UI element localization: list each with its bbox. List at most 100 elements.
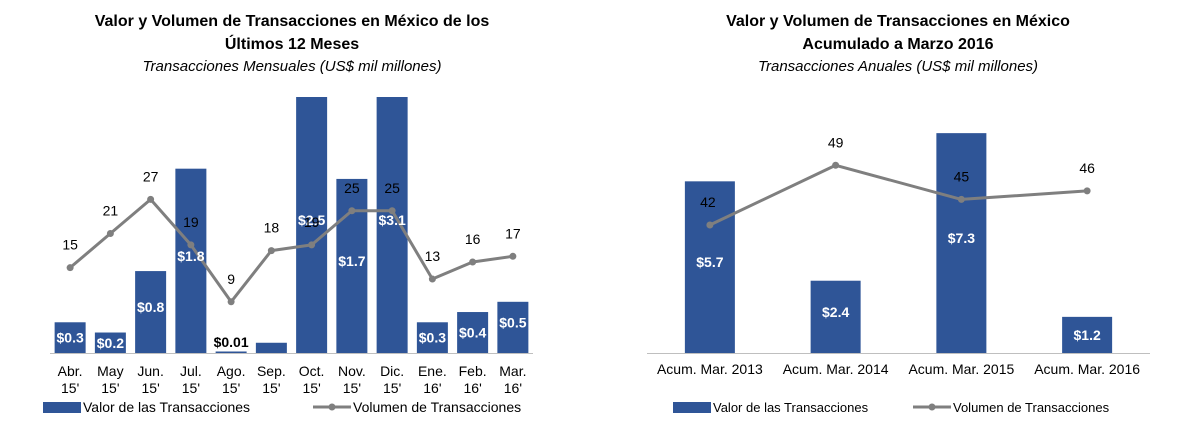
- x-tick-label: Ene.: [418, 363, 447, 379]
- bar-value-label: $2.4: [822, 304, 849, 320]
- x-tick-label-line2: 15': [262, 380, 280, 396]
- bar: [94, 332, 126, 353]
- bar-value-label: $0.01: [214, 334, 249, 350]
- line-value-label: 17: [505, 225, 521, 241]
- chart-title-line1: Valor y Volumen de Transacciones en Méxi…: [726, 13, 1070, 30]
- bar: [936, 133, 987, 353]
- line-point: [66, 264, 74, 272]
- legend-bar-swatch: [43, 402, 81, 413]
- x-tick-label: Mar.: [499, 363, 526, 379]
- bar: [296, 97, 328, 353]
- x-tick-label: Feb.: [459, 363, 487, 379]
- x-tick-label-line2: 15': [101, 380, 119, 396]
- line-value-label: 27: [143, 168, 159, 184]
- bar: [497, 301, 529, 353]
- bar: [810, 280, 861, 353]
- line-point: [832, 161, 840, 169]
- line-point: [227, 298, 235, 306]
- line-point: [267, 247, 275, 255]
- bar: [416, 322, 448, 353]
- line-value-label: 25: [384, 180, 400, 196]
- bar-value-label: $5.7: [696, 254, 723, 270]
- line-value-label: 21: [103, 203, 119, 219]
- bar-value-label: $0.5: [499, 314, 526, 330]
- line-value-label: 25: [344, 180, 360, 196]
- bar: [255, 342, 287, 353]
- bar: [135, 271, 167, 353]
- line-point: [147, 195, 155, 203]
- line-value-label: 46: [1079, 160, 1095, 176]
- x-tick-label: Acum. Mar. 2014: [783, 361, 889, 377]
- bar: [1062, 316, 1113, 353]
- volume-line: [69, 197, 514, 304]
- line-value-label: 18: [264, 220, 280, 236]
- bar-value-label: $1.8: [177, 248, 204, 264]
- annual-transactions-chart: Valor y Volumen de Transacciones en Méxi…: [647, 13, 1150, 415]
- chart-title-line2: Acumulado a Marzo 2016: [802, 36, 993, 53]
- x-tick-label: Nov.: [338, 363, 366, 379]
- line-value-label: 16: [465, 231, 481, 247]
- legend-bar-label: Valor de las Transacciones: [83, 399, 250, 415]
- line-value-label: 19: [304, 214, 320, 230]
- line-value-label: 49: [828, 134, 844, 150]
- x-tick-label-line2: 15': [303, 380, 321, 396]
- legend-line-marker: [328, 403, 336, 411]
- line-value-label: 19: [183, 214, 199, 230]
- x-tick-label-line2: 16': [423, 380, 441, 396]
- line-point: [187, 241, 195, 249]
- x-tick-label: Ago.: [217, 363, 246, 379]
- bar-value-label: $7.3: [948, 230, 975, 246]
- line-point: [308, 241, 316, 249]
- x-tick-label: Jun.: [137, 363, 163, 379]
- line-point: [469, 258, 477, 266]
- x-tick-label-line2: 15': [61, 380, 79, 396]
- bar-value-label: $0.1: [258, 328, 285, 344]
- x-tick-label-line2: 15': [343, 380, 361, 396]
- line-value-label: 45: [954, 168, 970, 184]
- x-tick-label: Dic.: [380, 363, 404, 379]
- legend-bar-swatch: [673, 402, 711, 413]
- line-value-label: 42: [700, 194, 716, 210]
- bar-value-label: $0.2: [97, 335, 124, 351]
- line-value-label: 9: [227, 271, 235, 287]
- chart-title-line1: Valor y Volumen de Transacciones en Méxi…: [95, 13, 490, 30]
- x-tick-label-line2: 15': [182, 380, 200, 396]
- bar: [457, 312, 489, 353]
- x-tick-label-line2: 16': [504, 380, 522, 396]
- line-point: [428, 275, 436, 283]
- bar-value-label: $0.3: [419, 330, 446, 346]
- monthly-transactions-chart: Valor y Volumen de Transacciones en Méxi…: [43, 13, 533, 415]
- x-tick-label: Sep.: [257, 363, 286, 379]
- line-point: [509, 252, 517, 260]
- line-point: [957, 195, 965, 203]
- line-point: [706, 221, 714, 229]
- legend-line-label: Volumen de Transacciones: [353, 399, 521, 415]
- bar-value-label: $2.5: [298, 212, 325, 228]
- line-point: [106, 230, 114, 238]
- legend-line-label: Volumen de Transacciones: [953, 400, 1110, 415]
- bar-value-label: $3.1: [379, 212, 406, 228]
- bar-value-label: $1.2: [1074, 327, 1101, 343]
- x-tick-label: Abr.: [58, 363, 83, 379]
- x-tick-label: Acum. Mar. 2015: [908, 361, 1014, 377]
- plot-area: $5.7 $2.4 $7.3 $1.2 42 49 45 46 Acum. Mar. 2013 A…: [647, 133, 1150, 377]
- bar-value-label: $1.7: [338, 253, 365, 269]
- x-tick-label-line2: 15': [383, 380, 401, 396]
- x-tick-label-line2: 16': [464, 380, 482, 396]
- legend: Valor de las Transacciones Volumen de Tr…: [43, 399, 521, 415]
- x-tick-label-line2: 15': [142, 380, 160, 396]
- bar: [215, 351, 247, 353]
- bar: [376, 97, 408, 353]
- bar-value-label: $0.3: [57, 330, 84, 346]
- x-tick-label: Jul.: [180, 363, 202, 379]
- line-value-label: 13: [425, 248, 441, 264]
- x-tick-label: May: [97, 363, 123, 379]
- line-point: [348, 207, 356, 215]
- legend-bar-label: Valor de las Transacciones: [713, 400, 869, 415]
- legend-line-marker: [928, 403, 936, 411]
- bar-value-label: $0.4: [459, 325, 486, 341]
- volume-line: [709, 163, 1088, 227]
- chart-title-line2: Últimos 12 Meses: [225, 34, 359, 53]
- line-point: [1083, 187, 1091, 195]
